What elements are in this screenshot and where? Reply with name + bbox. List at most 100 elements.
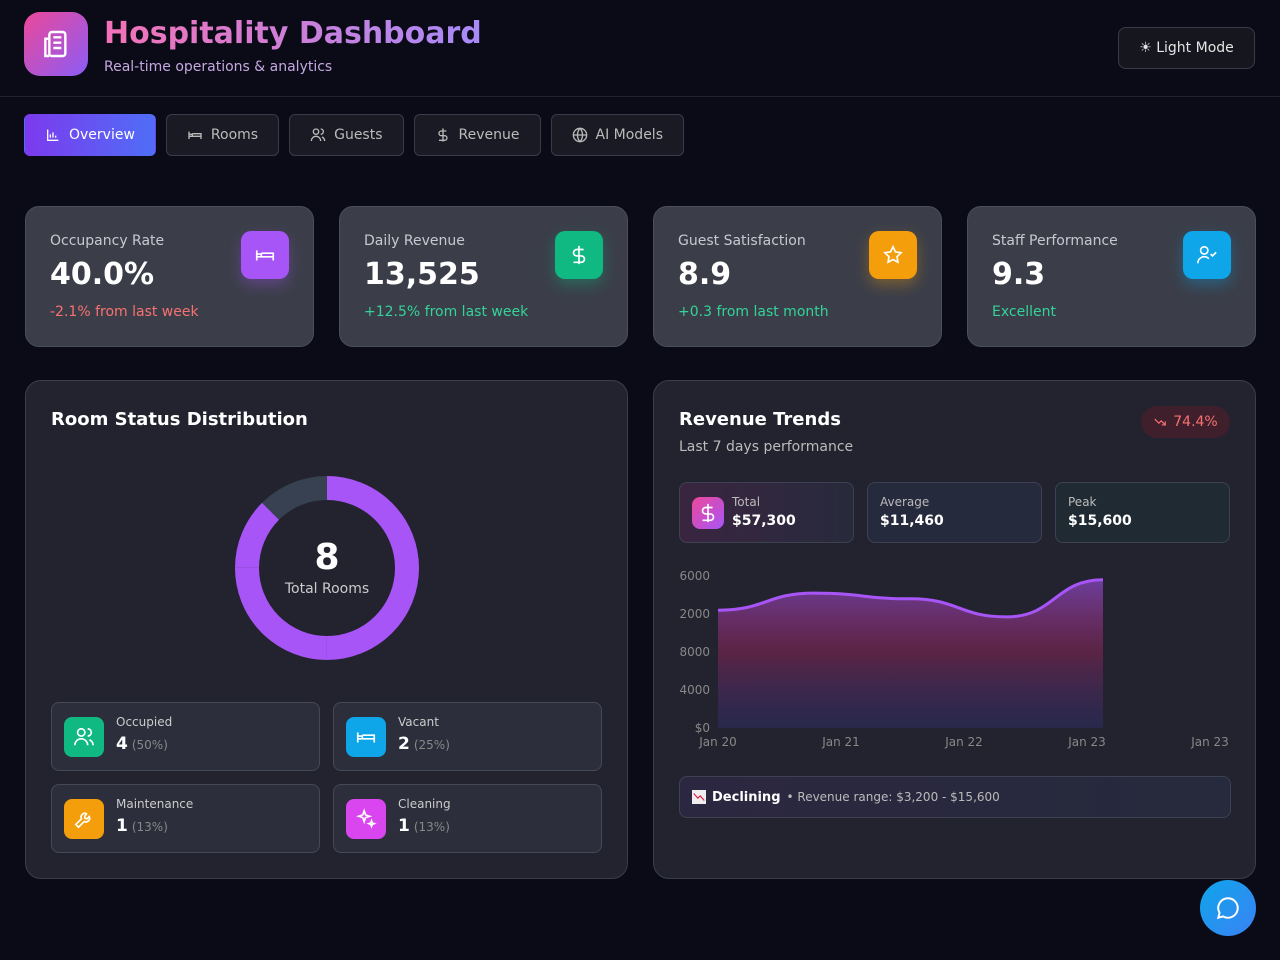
subtitle: Real-time operations & analytics bbox=[104, 59, 333, 75]
icon-path bbox=[310, 128, 326, 142]
kpi-icon bbox=[241, 231, 289, 279]
icon bbox=[310, 128, 326, 142]
kpi-value: 13,525 bbox=[364, 257, 480, 292]
room-panel: Room Status Distribution 8 Total Rooms O… bbox=[25, 380, 628, 879]
status-name: Vacant bbox=[398, 715, 439, 729]
donut-segment bbox=[235, 476, 419, 660]
status-item: Maintenance 1 (13%) bbox=[51, 784, 320, 853]
stat-label: Total bbox=[732, 495, 761, 509]
status-icon bbox=[346, 799, 386, 839]
icon-path bbox=[572, 245, 586, 265]
icon bbox=[188, 131, 202, 139]
stat-box: Average $11,460 bbox=[867, 482, 1042, 543]
status-count: 1 (13%) bbox=[116, 816, 168, 836]
tab[interactable]: AI Models bbox=[550, 114, 684, 156]
icon bbox=[356, 732, 376, 743]
status-percent: (50%) bbox=[131, 738, 168, 752]
status-name: Maintenance bbox=[116, 797, 194, 811]
stat-icon bbox=[692, 497, 724, 529]
icon-path bbox=[572, 127, 587, 143]
revenue-panel: Revenue Trends Last 7 days performance 7… bbox=[653, 380, 1256, 879]
tab[interactable]: Revenue bbox=[413, 114, 541, 156]
kpi-card: Occupancy Rate 40.0% -2.1% from last week bbox=[25, 206, 314, 347]
status-percent: (13%) bbox=[131, 820, 168, 834]
panel-title: Revenue Trends bbox=[679, 409, 841, 430]
icon-path bbox=[74, 727, 94, 746]
tab-label: Guests bbox=[334, 127, 383, 143]
tab[interactable]: Guests bbox=[289, 114, 404, 156]
kpi-icon bbox=[1183, 231, 1231, 279]
status-item: Cleaning 1 (13%) bbox=[333, 784, 602, 853]
donut-total: 8 bbox=[314, 537, 339, 578]
status-icon bbox=[346, 717, 386, 757]
kpi-change: -2.1% from last week bbox=[50, 304, 199, 320]
status-icon bbox=[64, 717, 104, 757]
tab[interactable]: Rooms bbox=[165, 114, 280, 156]
tabs: Overview Rooms Guests Revenue AI Models bbox=[24, 114, 684, 156]
kpi-label: Guest Satisfaction bbox=[678, 233, 806, 249]
footer-status: Declining bbox=[712, 789, 781, 805]
stat-label: Peak bbox=[1068, 495, 1097, 509]
tab-label: Rooms bbox=[210, 127, 259, 143]
trend-badge: 74.4% bbox=[1141, 406, 1230, 438]
stat-value: $15,600 bbox=[1068, 513, 1132, 529]
icon-path bbox=[47, 129, 59, 141]
tab-label: AI Models bbox=[595, 127, 663, 143]
stat-label: Average bbox=[880, 495, 930, 509]
kpi-card: Guest Satisfaction 8.9 +0.3 from last mont… bbox=[653, 206, 942, 347]
title: Hospitality Dashboard bbox=[104, 16, 482, 51]
kpi-card: Daily Revenue 13,525 +12.5% from last week bbox=[339, 206, 628, 347]
stat-box: Total $57,300 bbox=[679, 482, 854, 543]
status-count-value: 1 bbox=[116, 816, 128, 836]
theme-button[interactable]: ☀ Light Mode bbox=[1118, 27, 1255, 69]
tab-label: Revenue bbox=[458, 127, 520, 143]
kpi-value: 40.0% bbox=[50, 257, 155, 292]
donut: 8 Total Rooms bbox=[235, 476, 419, 660]
icon-path bbox=[356, 732, 376, 743]
icon bbox=[437, 128, 448, 142]
stat-value: $11,460 bbox=[880, 513, 944, 529]
footer-text: • Revenue range: $3,200 - $15,600 bbox=[786, 790, 1000, 804]
kpi-icon bbox=[869, 231, 917, 279]
icon-path bbox=[188, 131, 202, 139]
stat-box: Peak $15,600 bbox=[1055, 482, 1230, 543]
panel-subtitle: Last 7 days performance bbox=[679, 439, 854, 455]
icon bbox=[701, 503, 715, 523]
icon-path bbox=[437, 128, 448, 142]
kpi-label: Daily Revenue bbox=[364, 233, 465, 249]
icon-path bbox=[883, 244, 903, 264]
tab-label: Overview bbox=[69, 127, 135, 143]
kpi-change: +12.5% from last week bbox=[364, 304, 529, 320]
icon bbox=[883, 244, 903, 264]
kpi-card: Staff Performance 9.3 Excellent bbox=[967, 206, 1256, 347]
icon bbox=[74, 812, 91, 829]
icon bbox=[1197, 245, 1217, 264]
kpi-icon bbox=[555, 231, 603, 279]
status-percent: (13%) bbox=[413, 820, 450, 834]
icon-path bbox=[74, 812, 91, 829]
icon-path bbox=[1197, 245, 1217, 264]
divider bbox=[0, 96, 1280, 97]
status-count: 1 (13%) bbox=[398, 816, 450, 836]
status-count-value: 1 bbox=[398, 816, 410, 836]
status-count-value: 2 bbox=[398, 734, 410, 754]
kpi-value: 8.9 bbox=[678, 257, 732, 292]
status-item: Vacant 2 (25%) bbox=[333, 702, 602, 771]
panel-title: Room Status Distribution bbox=[51, 409, 308, 430]
kpi-value: 9.3 bbox=[992, 257, 1046, 292]
status-name: Cleaning bbox=[398, 797, 451, 811]
donut-label: Total Rooms bbox=[284, 581, 369, 597]
kpi-label: Occupancy Rate bbox=[50, 233, 165, 249]
status-name: Occupied bbox=[116, 715, 173, 729]
tab[interactable]: Overview bbox=[24, 114, 156, 156]
status-item: Occupied 4 (50%) bbox=[51, 702, 320, 771]
icon bbox=[572, 127, 587, 143]
icon bbox=[692, 790, 706, 804]
icon-path bbox=[356, 808, 377, 829]
status-percent: (25%) bbox=[413, 738, 450, 752]
icon bbox=[255, 250, 275, 261]
chat-button[interactable] bbox=[1200, 880, 1256, 936]
icon-path bbox=[255, 250, 275, 261]
status-count-value: 4 bbox=[116, 734, 128, 754]
